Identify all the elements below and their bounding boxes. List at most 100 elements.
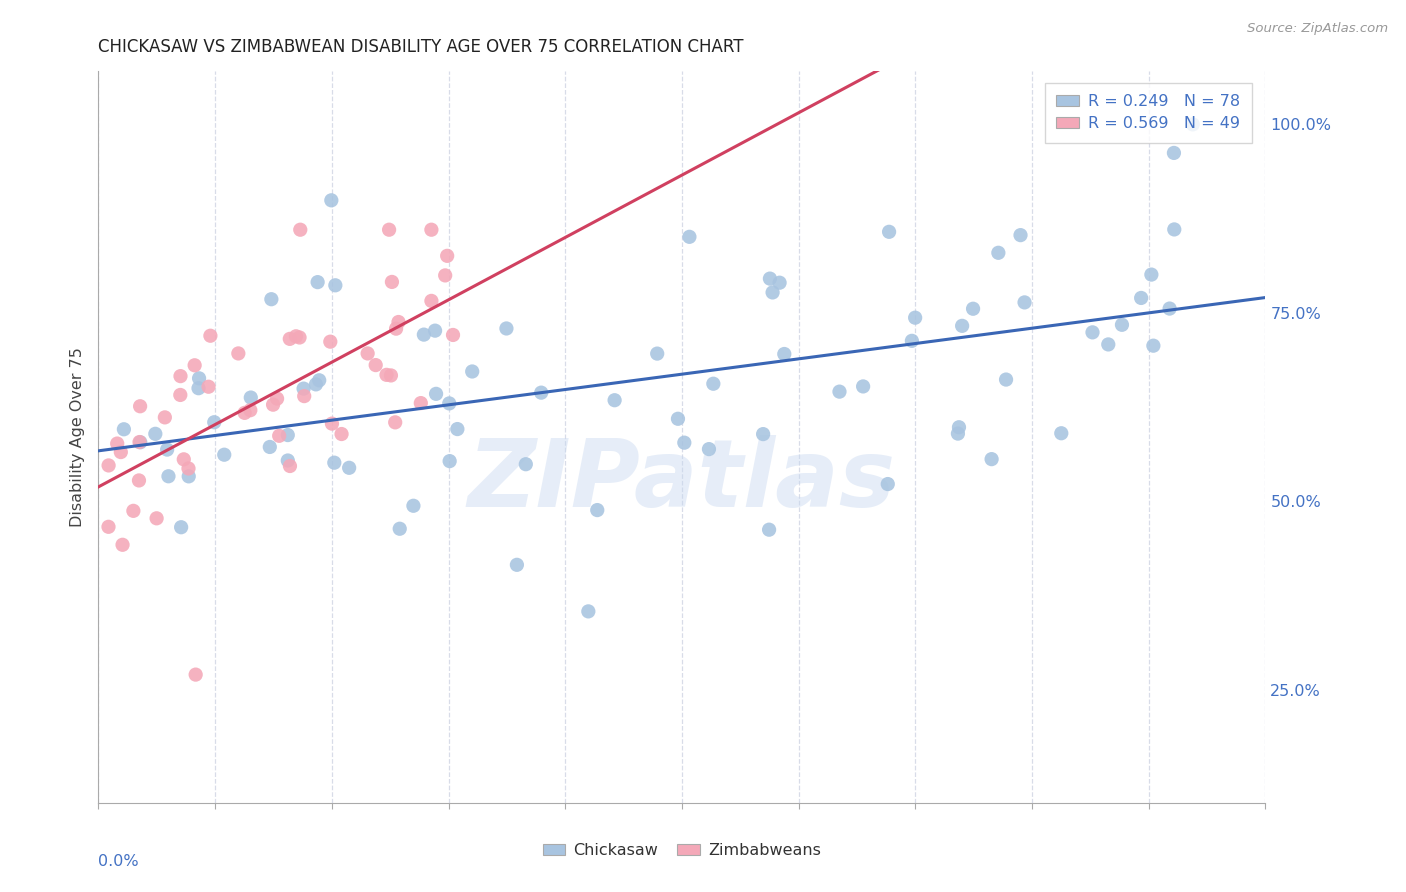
- Point: [330, 427, 353, 442]
- Point: [122, 504, 145, 518]
- Point: [402, 499, 425, 513]
- Point: [439, 454, 461, 468]
- Point: [388, 522, 411, 536]
- Point: [439, 396, 461, 410]
- Point: [212, 448, 235, 462]
- Point: [877, 225, 900, 239]
- Point: [901, 334, 924, 348]
- Point: [187, 381, 209, 395]
- Point: [441, 328, 464, 343]
- Point: [995, 373, 1018, 387]
- Point: [461, 364, 484, 378]
- Point: [308, 373, 330, 387]
- Point: [188, 371, 211, 385]
- Point: [292, 382, 315, 396]
- Point: [323, 456, 346, 470]
- Text: 0.0%: 0.0%: [98, 854, 139, 869]
- Point: [112, 422, 135, 436]
- Point: [375, 368, 398, 382]
- Point: [169, 388, 191, 402]
- Point: [1163, 145, 1185, 160]
- Legend: Chickasaw, Zimbabweans: Chickasaw, Zimbabweans: [537, 837, 827, 864]
- Point: [239, 403, 262, 417]
- Point: [506, 558, 529, 572]
- Point: [97, 458, 120, 473]
- Point: [1140, 268, 1163, 282]
- Text: ZIPatlas: ZIPatlas: [468, 435, 896, 527]
- Point: [876, 477, 898, 491]
- Point: [183, 359, 205, 373]
- Point: [239, 391, 262, 405]
- Point: [233, 406, 256, 420]
- Point: [356, 346, 378, 360]
- Point: [702, 376, 724, 391]
- Point: [380, 368, 402, 383]
- Point: [278, 458, 301, 473]
- Point: [128, 474, 150, 488]
- Point: [768, 276, 790, 290]
- Point: [153, 410, 176, 425]
- Point: [904, 310, 927, 325]
- Point: [200, 328, 222, 343]
- Point: [495, 321, 517, 335]
- Text: Source: ZipAtlas.com: Source: ZipAtlas.com: [1247, 22, 1388, 36]
- Point: [325, 278, 347, 293]
- Point: [412, 327, 434, 342]
- Point: [129, 435, 152, 450]
- Point: [173, 452, 195, 467]
- Point: [852, 379, 875, 393]
- Point: [434, 268, 457, 283]
- Point: [603, 393, 626, 408]
- Point: [752, 427, 775, 442]
- Point: [277, 428, 299, 442]
- Point: [111, 538, 134, 552]
- Point: [666, 411, 689, 425]
- Point: [576, 604, 599, 618]
- Point: [260, 292, 283, 306]
- Point: [269, 429, 291, 443]
- Point: [169, 369, 191, 384]
- Point: [97, 520, 120, 534]
- Point: [446, 422, 468, 436]
- Point: [1010, 228, 1032, 243]
- Point: [157, 469, 180, 483]
- Point: [828, 384, 851, 399]
- Point: [1130, 291, 1153, 305]
- Point: [156, 442, 179, 457]
- Point: [1163, 222, 1185, 236]
- Point: [987, 245, 1010, 260]
- Point: [385, 321, 408, 335]
- Point: [761, 285, 783, 300]
- Point: [425, 387, 447, 401]
- Point: [202, 415, 225, 429]
- Point: [948, 420, 970, 434]
- Point: [307, 275, 329, 289]
- Point: [277, 453, 299, 467]
- Point: [290, 223, 312, 237]
- Point: [962, 301, 984, 316]
- Point: [145, 511, 167, 525]
- Point: [177, 469, 200, 483]
- Point: [759, 271, 782, 285]
- Point: [384, 415, 406, 429]
- Point: [292, 389, 315, 403]
- Point: [105, 436, 128, 450]
- Point: [321, 417, 343, 431]
- Point: [285, 329, 308, 343]
- Point: [420, 223, 443, 237]
- Point: [980, 452, 1002, 467]
- Point: [420, 293, 443, 308]
- Point: [259, 440, 281, 454]
- Point: [950, 318, 973, 333]
- Point: [678, 230, 700, 244]
- Point: [1097, 337, 1119, 351]
- Point: [364, 358, 387, 372]
- Point: [515, 457, 537, 471]
- Point: [1159, 301, 1181, 316]
- Y-axis label: Disability Age Over 75: Disability Age Over 75: [69, 347, 84, 527]
- Point: [278, 332, 301, 346]
- Point: [530, 385, 553, 400]
- Point: [228, 346, 250, 360]
- Point: [946, 426, 969, 441]
- Text: CHICKASAW VS ZIMBABWEAN DISABILITY AGE OVER 75 CORRELATION CHART: CHICKASAW VS ZIMBABWEAN DISABILITY AGE O…: [98, 38, 744, 56]
